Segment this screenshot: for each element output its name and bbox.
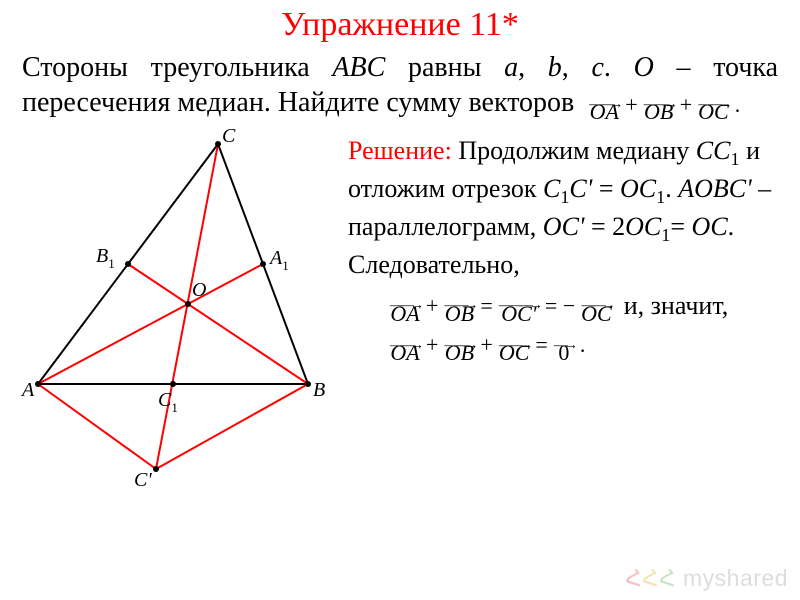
- s-eq1: =: [592, 174, 620, 203]
- svg-text:O: O: [192, 279, 206, 301]
- s-t1: Продолжим медиану: [452, 136, 696, 165]
- solution-text: Решение: Продолжим медиану CC1 и отложим…: [348, 124, 782, 504]
- plus: +: [680, 91, 692, 119]
- s-oc1b: OC1: [625, 212, 670, 241]
- period: .: [735, 91, 741, 119]
- vec-ocp: ———→OC': [499, 300, 539, 320]
- svg-text:A1: A1: [268, 247, 289, 273]
- problem-post: .: [604, 52, 634, 83]
- svg-text:B: B: [313, 379, 325, 401]
- abc: ABC: [332, 52, 385, 83]
- problem-mid: равны: [385, 52, 504, 83]
- svg-text:A: A: [20, 379, 35, 401]
- watermark: ՀՀՀ myshared: [625, 565, 788, 592]
- exercise-title: Упражнение 11*: [0, 0, 800, 44]
- s-oc: OC: [692, 212, 728, 241]
- svg-text:C: C: [222, 125, 236, 147]
- equation-2: ——→OA + ——→OB + ——→OC = —→0 .: [388, 331, 782, 360]
- svg-text:B1: B1: [96, 245, 115, 271]
- plus: +: [625, 91, 637, 119]
- solution-label: Решение:: [348, 136, 452, 165]
- O: O: [634, 52, 654, 83]
- wm-pre: my: [683, 565, 715, 591]
- s-oc1: OC1: [620, 174, 665, 203]
- vec-ob3: ——→OB: [444, 340, 474, 360]
- s-ocprime: OC': [543, 212, 585, 241]
- wm-post: shared: [715, 565, 788, 591]
- s-eq3: =: [670, 212, 691, 241]
- s-c1c: C1C': [543, 174, 592, 203]
- vec-oc: ——→OC: [698, 99, 729, 119]
- eq1-tail: и, значит,: [624, 289, 729, 323]
- a: a: [504, 52, 518, 83]
- c: c: [591, 52, 603, 83]
- s-cc1: CC1: [696, 136, 740, 165]
- vec-oa3: ——→OA: [390, 340, 420, 360]
- vec-oa: ——→OA: [589, 99, 619, 119]
- diagram: ABCA1B1C1OC': [18, 124, 348, 504]
- formula-sum: ——→OA + ——→OB + ——→OC .: [587, 91, 744, 119]
- s-sled: Следовательно,: [348, 250, 520, 279]
- problem-text: Стороны треугольника ABC равны a, b, c. …: [0, 44, 800, 120]
- vec-oa2: ——→OA: [390, 300, 420, 320]
- equation-1: ——→OA + ——→OB = ———→OC' = − ——→OC и, зна…: [388, 289, 782, 323]
- vec-oc3: ——→OC: [499, 340, 530, 360]
- s-eq2: = 2: [584, 212, 625, 241]
- vec-oc2: ——→OC: [581, 300, 612, 320]
- svg-text:C': C': [134, 469, 152, 491]
- b: b: [548, 52, 562, 83]
- vec-ob2: ——→OB: [444, 300, 474, 320]
- vec-ob: ——→OB: [644, 99, 674, 119]
- vec-zero: —→0: [554, 340, 574, 360]
- s-aobc: AOBC': [678, 174, 751, 203]
- content-area: ABCA1B1C1OC' Решение: Продолжим медиану …: [0, 120, 800, 504]
- problem-pre: Стороны треугольника: [22, 52, 332, 83]
- s-t4: .: [665, 174, 678, 203]
